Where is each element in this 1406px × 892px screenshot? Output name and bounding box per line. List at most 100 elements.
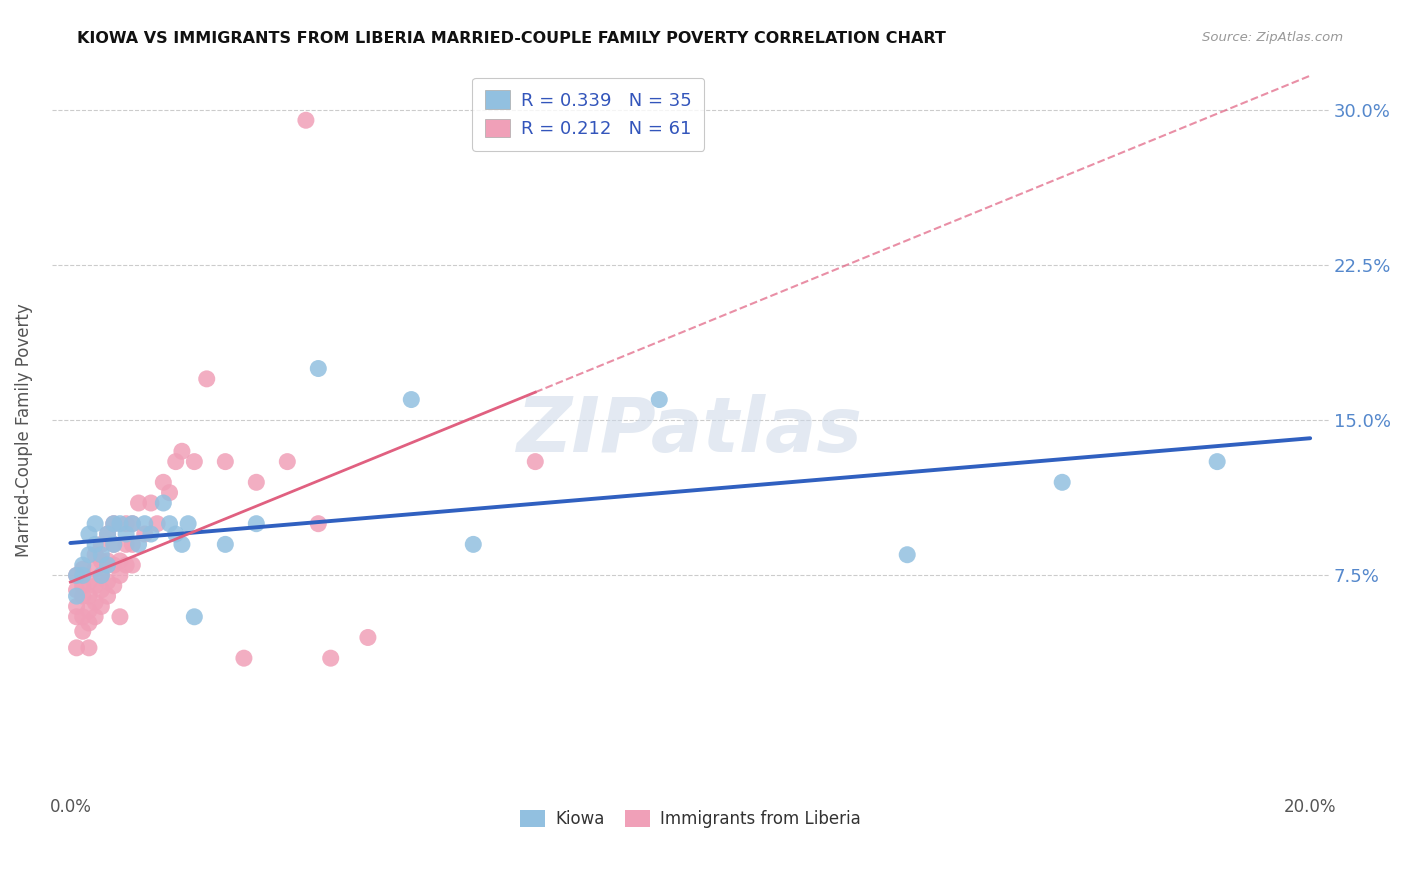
Point bbox=[84, 579, 107, 593]
Point bbox=[401, 392, 423, 407]
Point bbox=[65, 568, 87, 582]
Point bbox=[108, 516, 131, 531]
Point bbox=[108, 609, 131, 624]
Point bbox=[128, 496, 150, 510]
Point bbox=[103, 537, 125, 551]
Point bbox=[128, 537, 150, 551]
Point bbox=[115, 516, 138, 531]
Point bbox=[90, 537, 112, 551]
Point bbox=[139, 496, 162, 510]
Point bbox=[524, 455, 547, 469]
Point bbox=[84, 609, 107, 624]
Point bbox=[96, 589, 118, 603]
Point bbox=[77, 527, 100, 541]
Point bbox=[72, 562, 94, 576]
Point bbox=[357, 631, 380, 645]
Point bbox=[77, 615, 100, 630]
Point bbox=[72, 579, 94, 593]
Point bbox=[165, 527, 187, 541]
Point bbox=[183, 455, 205, 469]
Point bbox=[84, 595, 107, 609]
Point bbox=[134, 516, 156, 531]
Point bbox=[177, 516, 200, 531]
Point bbox=[214, 455, 236, 469]
Point bbox=[77, 640, 100, 655]
Point bbox=[121, 558, 143, 572]
Point bbox=[90, 599, 112, 614]
Point bbox=[65, 589, 87, 603]
Point bbox=[139, 527, 162, 541]
Point bbox=[896, 548, 918, 562]
Point bbox=[72, 589, 94, 603]
Legend: Kiowa, Immigrants from Liberia: Kiowa, Immigrants from Liberia bbox=[513, 804, 868, 835]
Point bbox=[96, 554, 118, 568]
Point bbox=[103, 558, 125, 572]
Point bbox=[108, 554, 131, 568]
Point bbox=[77, 589, 100, 603]
Point bbox=[108, 568, 131, 582]
Point bbox=[90, 548, 112, 562]
Text: ZIPatlas: ZIPatlas bbox=[517, 393, 863, 467]
Point bbox=[1050, 475, 1073, 490]
Point bbox=[159, 516, 181, 531]
Point bbox=[170, 444, 193, 458]
Point bbox=[214, 537, 236, 551]
Point bbox=[134, 527, 156, 541]
Point bbox=[84, 548, 107, 562]
Point bbox=[295, 113, 318, 128]
Point bbox=[319, 651, 342, 665]
Point bbox=[115, 527, 138, 541]
Point bbox=[115, 558, 138, 572]
Point bbox=[96, 527, 118, 541]
Point bbox=[195, 372, 218, 386]
Point bbox=[307, 361, 329, 376]
Point bbox=[103, 537, 125, 551]
Point bbox=[648, 392, 671, 407]
Point bbox=[276, 455, 298, 469]
Point bbox=[1206, 455, 1229, 469]
Point bbox=[96, 574, 118, 589]
Point bbox=[121, 516, 143, 531]
Point bbox=[170, 537, 193, 551]
Point bbox=[183, 609, 205, 624]
Y-axis label: Married-Couple Family Poverty: Married-Couple Family Poverty bbox=[15, 303, 32, 558]
Point bbox=[77, 548, 100, 562]
Point bbox=[84, 562, 107, 576]
Point bbox=[90, 582, 112, 597]
Point bbox=[72, 609, 94, 624]
Point bbox=[121, 537, 143, 551]
Point bbox=[72, 624, 94, 639]
Point bbox=[90, 568, 112, 582]
Point bbox=[84, 516, 107, 531]
Point bbox=[245, 516, 267, 531]
Point bbox=[152, 496, 174, 510]
Point bbox=[65, 640, 87, 655]
Point bbox=[159, 485, 181, 500]
Point bbox=[65, 582, 87, 597]
Point bbox=[232, 651, 254, 665]
Point bbox=[77, 574, 100, 589]
Point bbox=[96, 558, 118, 572]
Point bbox=[103, 516, 125, 531]
Point bbox=[65, 599, 87, 614]
Text: KIOWA VS IMMIGRANTS FROM LIBERIA MARRIED-COUPLE FAMILY POVERTY CORRELATION CHART: KIOWA VS IMMIGRANTS FROM LIBERIA MARRIED… bbox=[77, 31, 946, 46]
Text: Source: ZipAtlas.com: Source: ZipAtlas.com bbox=[1202, 31, 1343, 45]
Point bbox=[115, 537, 138, 551]
Point bbox=[463, 537, 485, 551]
Point bbox=[65, 568, 87, 582]
Point bbox=[165, 455, 187, 469]
Point bbox=[245, 475, 267, 490]
Point bbox=[103, 579, 125, 593]
Point bbox=[77, 604, 100, 618]
Point bbox=[103, 516, 125, 531]
Point bbox=[72, 568, 94, 582]
Point bbox=[90, 568, 112, 582]
Point bbox=[121, 516, 143, 531]
Point bbox=[65, 609, 87, 624]
Point bbox=[146, 516, 169, 531]
Point bbox=[84, 537, 107, 551]
Point bbox=[90, 554, 112, 568]
Point bbox=[152, 475, 174, 490]
Point bbox=[96, 527, 118, 541]
Point bbox=[307, 516, 329, 531]
